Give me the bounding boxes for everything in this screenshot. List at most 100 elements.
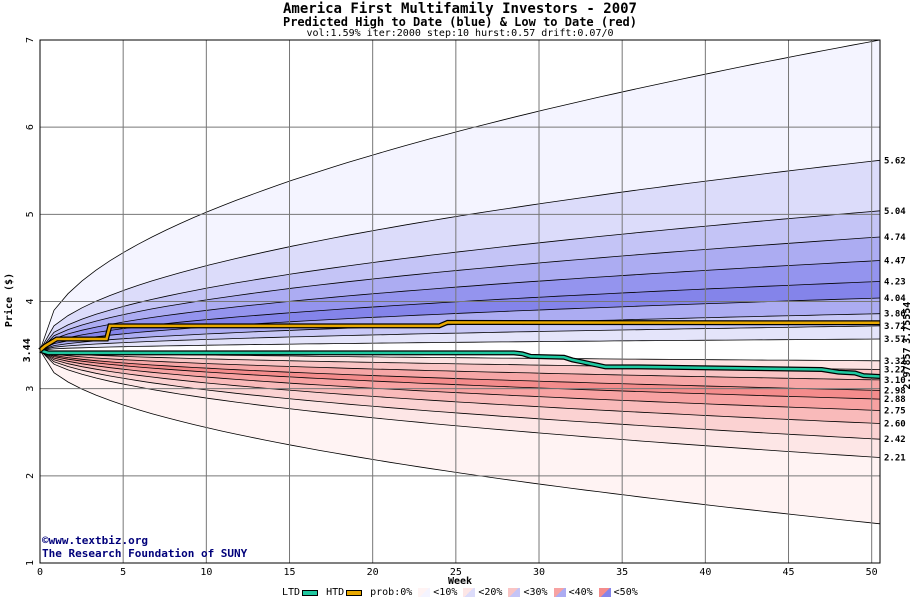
x-tick-label: 40 bbox=[699, 567, 711, 578]
lower-band bbox=[40, 350, 880, 411]
lower-band bbox=[40, 350, 880, 400]
x-tick-label: 35 bbox=[616, 567, 628, 578]
y-tick-label: 7 bbox=[25, 37, 36, 43]
legend-probability-swatch bbox=[598, 588, 611, 597]
x-tick-label: 25 bbox=[450, 567, 462, 578]
legend-probability-item: <50% bbox=[598, 587, 638, 598]
band-end-label: 2.42 bbox=[884, 435, 906, 445]
plot-border bbox=[39, 39, 881, 564]
legend-probability-item: <40% bbox=[553, 587, 593, 598]
ltd-final-label: 2.97857 bbox=[902, 347, 913, 389]
y-tick-label: 5 bbox=[25, 211, 36, 217]
legend-probability-label: <20% bbox=[478, 587, 503, 598]
band-boundary-line bbox=[40, 325, 880, 351]
band-end-label: 5.62 bbox=[884, 156, 906, 166]
legend-prob: prob:0% bbox=[370, 587, 412, 598]
x-tick-label: 20 bbox=[367, 567, 379, 578]
x-tick-label: 5 bbox=[120, 567, 126, 578]
start-price-label: 3.44 bbox=[22, 338, 33, 362]
band-end-label: 4.74 bbox=[884, 233, 906, 243]
band-boundary-line bbox=[40, 338, 880, 351]
band-boundary-line bbox=[40, 349, 880, 424]
band-end-label: 3.32 bbox=[884, 357, 906, 367]
band-boundary-line bbox=[40, 350, 880, 525]
band-boundary-line bbox=[40, 349, 880, 440]
legend-probability-swatch bbox=[553, 588, 566, 597]
y-tick-label: 3 bbox=[25, 386, 36, 392]
upper-band bbox=[40, 281, 880, 351]
legend-probability-swatch bbox=[508, 588, 521, 597]
x-axis-label: Week bbox=[448, 576, 472, 587]
band-boundary-line bbox=[40, 260, 880, 351]
x-tick-label: 50 bbox=[866, 567, 878, 578]
band-end-label: 2.75 bbox=[884, 406, 906, 416]
lower-band bbox=[40, 350, 880, 424]
upper-band bbox=[40, 260, 880, 351]
band-end-label: 2.60 bbox=[884, 420, 906, 430]
chart-parameters: vol:1.59% iter:2000 step:10 hurst:0.57 d… bbox=[306, 28, 614, 39]
band-end-label: 4.47 bbox=[884, 257, 906, 267]
lower-band bbox=[40, 350, 880, 391]
band-boundary-line bbox=[40, 349, 880, 391]
legend-probability-label: <10% bbox=[433, 587, 458, 598]
chart-subtitle: Predicted High to Date (blue) & Low to D… bbox=[282, 15, 637, 29]
band-end-label: 4.23 bbox=[884, 277, 906, 287]
lower-band bbox=[40, 350, 880, 458]
y-tick-label: 1 bbox=[25, 560, 36, 566]
legend-probability-items: <10% <20% <30% <40% <50% bbox=[418, 587, 643, 598]
legend-ltd-swatch bbox=[302, 589, 319, 596]
legend-ltd: LTD bbox=[282, 587, 320, 598]
chart-title: America First Multifamily Investors - 20… bbox=[282, 1, 637, 17]
htd-final-label: 3.75554 bbox=[902, 302, 913, 344]
band-boundary-line bbox=[40, 210, 880, 351]
upper-band bbox=[40, 325, 880, 351]
legend-probability-item: <10% bbox=[418, 587, 457, 598]
legend-probability-label: <30% bbox=[523, 587, 548, 598]
band-end-label: 3.22 bbox=[884, 365, 906, 375]
lower-band bbox=[40, 350, 880, 370]
band-boundary-line bbox=[40, 349, 880, 381]
band-end-label: 3.57 bbox=[884, 335, 906, 345]
legend: LTD HTD prob:0% <10% <20% <30% <40% <50% bbox=[282, 587, 644, 598]
legend-htd: HTD bbox=[326, 587, 364, 598]
band-end-label: 3.86 bbox=[884, 310, 906, 320]
band-boundary-line bbox=[40, 350, 880, 458]
legend-prob-label: prob:0% bbox=[370, 587, 413, 598]
upper-band bbox=[40, 237, 880, 351]
x-tick-label: 30 bbox=[533, 567, 545, 578]
band-end-label: 4.04 bbox=[884, 294, 906, 304]
x-tick-label: 0 bbox=[37, 567, 43, 578]
upper-band bbox=[40, 210, 880, 351]
band-boundary-line bbox=[40, 349, 880, 400]
htd-series-line bbox=[39, 321, 881, 352]
credit-website: ©www.textbiz.org bbox=[42, 534, 148, 547]
band-end-label: 3.72 bbox=[884, 322, 906, 332]
y-tick-label: 4 bbox=[25, 298, 36, 304]
credit-block: ©www.textbiz.org The Research Foundation… bbox=[42, 534, 247, 560]
band-end-label: 2.98 bbox=[884, 386, 906, 396]
lower-band bbox=[40, 350, 880, 380]
credit-organization: The Research Foundation of SUNY bbox=[42, 547, 248, 560]
x-tick-label: 45 bbox=[782, 567, 794, 578]
band-end-label: 2.21 bbox=[884, 454, 906, 464]
band-end-label: 5.04 bbox=[884, 207, 906, 217]
lower-band bbox=[40, 350, 880, 524]
upper-band bbox=[40, 160, 880, 351]
upper-band bbox=[40, 40, 880, 351]
band-end-label: 3.10 bbox=[884, 376, 906, 386]
legend-probability-swatch bbox=[418, 588, 431, 597]
legend-htd-label: HTD bbox=[326, 587, 345, 598]
lower-band bbox=[40, 350, 880, 440]
legend-ltd-label: LTD bbox=[282, 587, 301, 598]
legend-probability-swatch bbox=[463, 588, 476, 597]
upper-band bbox=[40, 339, 880, 351]
band-end-label: 2.88 bbox=[884, 395, 906, 405]
legend-probability-item: <30% bbox=[508, 587, 548, 598]
band-boundary-line bbox=[40, 40, 880, 351]
legend-probability-label: <50% bbox=[613, 587, 638, 598]
y-tick-label: 6 bbox=[25, 124, 36, 130]
band-boundary-line bbox=[40, 159, 880, 351]
legend-probability-label: <40% bbox=[568, 587, 593, 598]
band-boundary-line bbox=[40, 236, 880, 351]
